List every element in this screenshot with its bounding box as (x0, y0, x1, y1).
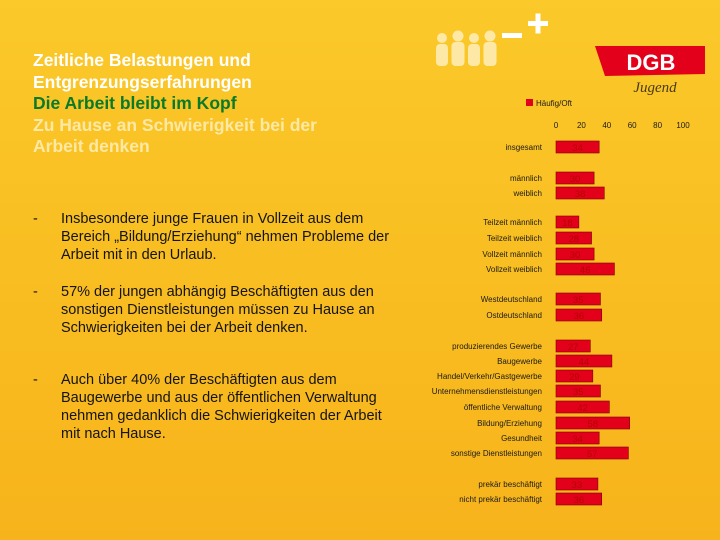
bar (555, 262, 615, 276)
value-label: 34 (572, 143, 583, 154)
bar (555, 492, 603, 506)
value-label: 36 (574, 311, 585, 322)
bars-group: insgesamt 34 männlich 30 weiblich 38 Teilzeit … (432, 140, 630, 506)
category-label: Ostdeutschland (486, 311, 542, 320)
value-label: 44 (579, 357, 590, 368)
category-label: Bildung/Erziehung (477, 419, 542, 428)
logo-text: DGB (627, 50, 676, 75)
dgb-logo: DGB Jugend (595, 46, 705, 96)
value-label: 36 (574, 495, 585, 506)
bar (555, 369, 594, 383)
people-icons-graphic (436, 13, 548, 66)
bullet-dash: - (33, 372, 38, 388)
bullet-text: Insbesondere junge Frauen in Vollzeit au… (61, 211, 390, 263)
chart-legend: Häufig/Oft (526, 99, 573, 108)
value-label: 30 (570, 174, 581, 185)
bullet-dash: - (33, 211, 38, 227)
bar (555, 247, 595, 261)
bar (555, 140, 600, 154)
category-label: Vollzeit männlich (482, 250, 542, 259)
category-label: männlich (510, 174, 542, 183)
x-tick-label: 60 (628, 121, 637, 130)
category-label: Handel/Verkehr/Gastgewerbe (437, 372, 543, 381)
x-tick-label: 100 (676, 121, 690, 130)
bar (555, 186, 605, 200)
category-label: Unternehmensdienstleistungen (432, 387, 542, 396)
x-tick-label: 80 (653, 121, 662, 130)
people-icon (436, 30, 497, 66)
plus-icon (528, 13, 548, 34)
x-axis-ticks: 0 20 40 60 80 100 (554, 121, 690, 130)
category-label: insgesamt (506, 143, 543, 152)
category-label: Teilzeit männlich (483, 218, 542, 227)
value-label: 34 (572, 434, 583, 445)
bar (555, 215, 580, 229)
bar (555, 292, 601, 306)
category-label: öffentliche Verwaltung (464, 403, 542, 412)
bar (555, 400, 610, 414)
category-label: nicht prekär beschäftigt (459, 495, 542, 504)
category-label: weiblich (513, 189, 542, 198)
value-label: 30 (570, 250, 581, 261)
title-line-1: Zeitliche Belastungen und (33, 50, 251, 70)
category-label: prekär beschäftigt (478, 480, 542, 489)
value-label: 35 (573, 295, 584, 306)
bar (555, 354, 613, 368)
x-tick-label: 0 (554, 121, 559, 130)
category-label: produzierendes Gewerbe (452, 342, 542, 351)
bar (555, 477, 599, 491)
title-line-3: Die Arbeit bleibt im Kopf (33, 93, 237, 113)
logo-subtext: Jugend (633, 80, 677, 96)
bullet-text: 57% der jungen abhängig Beschäftigten au… (61, 284, 375, 336)
slide-title: Zeitliche Belastungen und Entgrenzungser… (33, 50, 413, 158)
category-label: Vollzeit weiblich (486, 265, 542, 274)
bar (555, 231, 592, 245)
value-label: 38 (575, 189, 586, 200)
bar (555, 384, 601, 398)
value-label: 46 (580, 265, 591, 276)
logo-red-band (595, 46, 705, 76)
value-label: 33 (572, 480, 583, 491)
value-label: 57 (587, 449, 598, 460)
x-tick-label: 40 (602, 121, 611, 130)
title-line-2: Entgrenzungserfahrungen (33, 71, 252, 92)
bar (555, 308, 603, 322)
bullet-dash: - (33, 284, 38, 300)
title-line-5: Arbeit denken (33, 136, 150, 156)
value-label: 29 (569, 372, 580, 383)
bar (555, 339, 591, 353)
legend-swatch (526, 99, 533, 106)
x-tick-label: 20 (577, 121, 586, 130)
category-label: Gesundheit (501, 434, 543, 443)
legend-label: Häufig/Oft (536, 99, 573, 108)
value-label: 42 (577, 403, 588, 414)
value-label: 28 (568, 234, 579, 245)
value-label: 58 (588, 419, 599, 430)
category-label: Westdeutschland (481, 295, 542, 304)
value-label: 27 (568, 342, 579, 353)
bar (555, 416, 630, 430)
minus-icon (502, 33, 522, 38)
category-label: sonstige Dienstleistungen (451, 449, 542, 458)
bar (555, 171, 595, 185)
value-label: 18 (562, 218, 573, 229)
bullet-text: Auch über 40% der Beschäftigten aus dem … (61, 372, 382, 442)
category-label: Baugewerbe (497, 357, 542, 366)
bar (555, 431, 600, 445)
value-label: 35 (573, 387, 584, 398)
bar (555, 446, 629, 460)
category-label: Teilzeit weiblich (487, 234, 542, 243)
title-line-4: Zu Hause an Schwierigkeit bei der (33, 114, 317, 135)
